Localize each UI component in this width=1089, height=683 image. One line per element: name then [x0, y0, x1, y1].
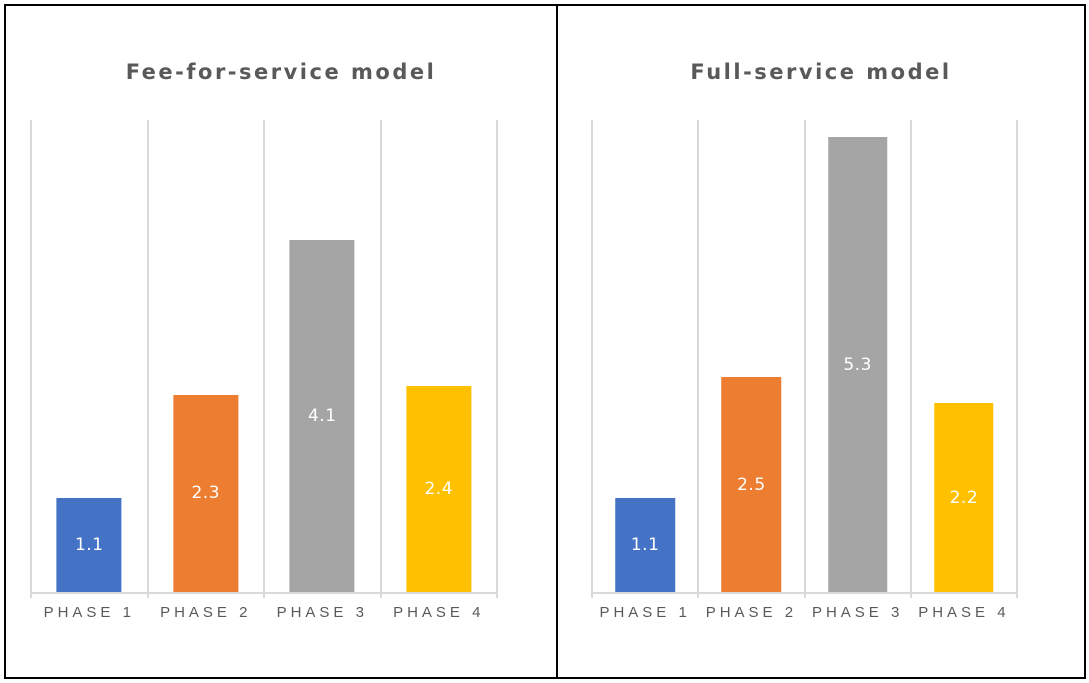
bar-value-label: 1.1: [630, 534, 660, 555]
gridline: [697, 120, 700, 598]
category-label: PHASE 3: [811, 604, 904, 621]
gridline: [379, 120, 382, 598]
bar-phase-2: 2.3: [173, 394, 239, 592]
bar-phase-3: 4.1: [289, 240, 355, 592]
bar-phase-1: 1.1: [56, 497, 122, 592]
gridline: [803, 120, 806, 598]
gridline: [263, 120, 265, 598]
bar-value-label: 4.1: [307, 406, 337, 427]
bar-phase-2: 2.5: [721, 377, 782, 592]
gridline: [146, 120, 149, 598]
bar-value-label: 2.3: [191, 483, 221, 504]
gridline: [909, 120, 912, 598]
bar-value-label: 2.4: [424, 479, 454, 500]
category-label: PHASE 2: [705, 604, 798, 621]
category-label: PHASE 3: [276, 604, 368, 621]
category-label: PHASE 4: [918, 604, 1010, 621]
category-axis: PHASE 1 PHASE 2 PHASE 3 PHASE 4: [592, 604, 1017, 621]
bar-value-label: 2.5: [737, 474, 766, 495]
category-label: PHASE 1: [599, 604, 691, 621]
category-label: PHASE 2: [160, 604, 252, 621]
gridline: [496, 120, 498, 598]
bar-value-label: 1.1: [74, 534, 104, 555]
category-axis: PHASE 1 PHASE 2 PHASE 3 PHASE 4: [31, 604, 497, 621]
bar-phase-1: 1.1: [615, 497, 675, 592]
chart-title: Full-service model: [690, 60, 952, 84]
gridline: [30, 120, 32, 598]
figure-frame: Fee-for-service model 1.1 2.3 4.1 2.4 PHASE…: [4, 4, 1086, 679]
chart-fee-for-service-model: Fee-for-service model 1.1 2.3 4.1 2.4 PHASE…: [6, 6, 558, 677]
bar-value-label: 5.3: [843, 354, 872, 375]
chart-title: Fee-for-service model: [125, 60, 437, 84]
bar-phase-4: 2.4: [406, 386, 472, 592]
bar-value-label: 2.2: [949, 487, 979, 508]
plot-area: 1.1 2.5 5.3 2.2: [591, 120, 1018, 598]
gridline: [1016, 120, 1018, 598]
plot-area: 1.1 2.3 4.1 2.4: [30, 120, 498, 598]
bar-phase-4: 2.2: [934, 403, 994, 592]
bar-phase-3: 5.3: [827, 137, 888, 592]
gridline: [591, 120, 593, 598]
category-label: PHASE 1: [43, 604, 135, 621]
category-label: PHASE 4: [393, 604, 485, 621]
